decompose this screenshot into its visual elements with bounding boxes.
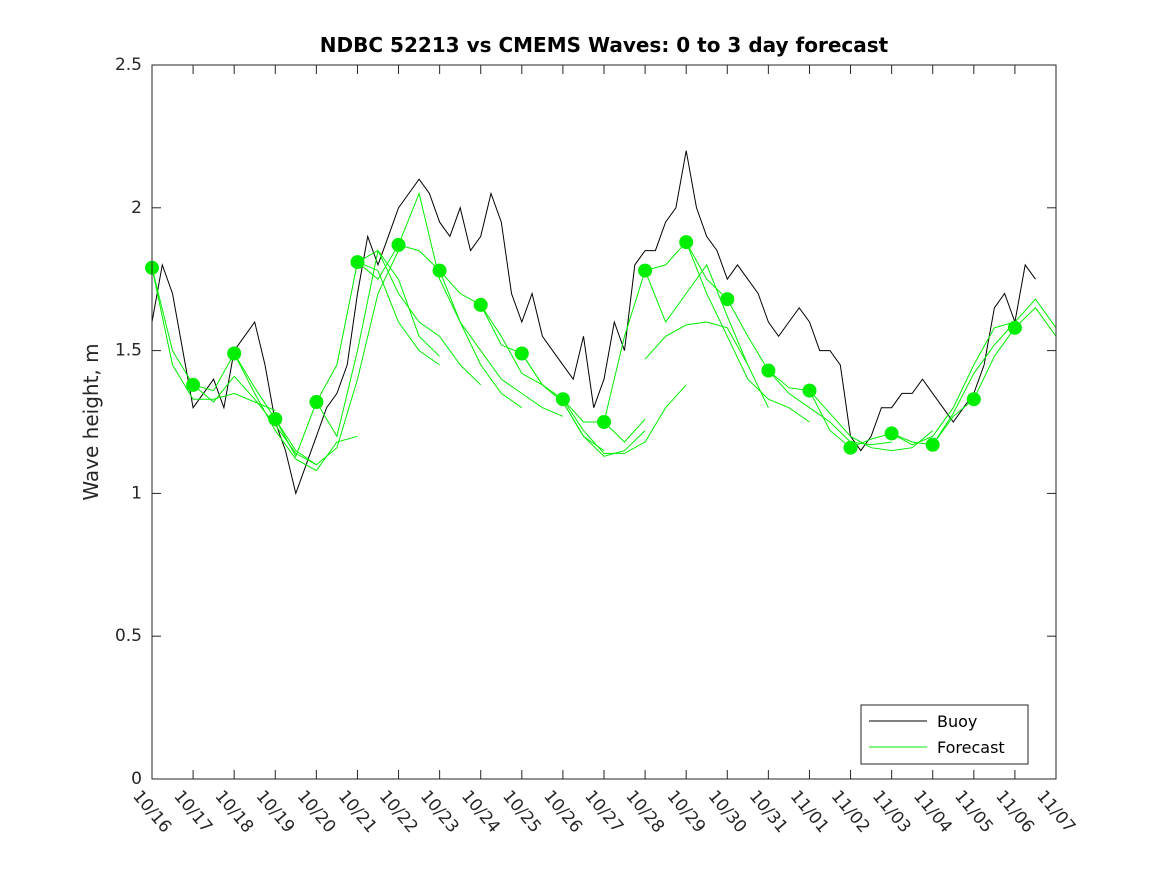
legend-label-buoy: Buoy <box>937 712 977 731</box>
y-tick-label: 2.5 <box>115 55 142 75</box>
forecast-start-marker <box>720 292 735 307</box>
y-tick-label: 0.5 <box>115 626 142 646</box>
forecast-start-marker <box>186 377 201 392</box>
y-tick-label: 2 <box>131 198 142 218</box>
series-layer <box>151 150 1057 496</box>
forecast-start-marker <box>555 392 570 407</box>
forecast-start-marker <box>268 412 283 427</box>
forecast-series-line-13 <box>562 384 687 454</box>
forecast-series-line-5 <box>274 250 399 466</box>
forecast-start-marker <box>227 346 242 361</box>
y-tick-label: 1.5 <box>115 341 142 361</box>
forecast-start-marker <box>966 392 981 407</box>
forecast-start-marker <box>432 263 447 278</box>
legend-label-forecast: Forecast <box>937 738 1005 757</box>
forecast-start-marker <box>638 263 653 278</box>
forecast-series-line-20 <box>891 321 1016 446</box>
forecast-start-marker <box>761 363 776 378</box>
forecast-series-line-16 <box>685 241 810 423</box>
forecast-start-marker <box>679 235 694 250</box>
chart-title: NDBC 52213 vs CMEMS Waves: 0 to 3 day fo… <box>320 33 889 57</box>
buoy-series-line <box>151 150 1036 496</box>
y-tick-label: 1 <box>131 483 142 503</box>
forecast-series-line-18 <box>768 370 892 446</box>
forecast-start-marker <box>473 297 488 312</box>
forecast-start-marker <box>350 255 365 270</box>
forecast-start-marker <box>884 426 899 441</box>
legend-box <box>860 704 1029 765</box>
marker-layer <box>145 235 1022 455</box>
forecast-start-marker <box>391 237 406 252</box>
forecast-series-line-19 <box>809 390 934 452</box>
forecast-start-marker <box>514 346 529 361</box>
forecast-series-line-17 <box>644 321 749 366</box>
forecast-series-line-12 <box>521 353 646 457</box>
legend: Buoy Forecast <box>860 704 1029 765</box>
forecast-start-marker <box>1007 320 1022 335</box>
y-tick-label: 0 <box>131 769 142 789</box>
forecast-series-line-3 <box>192 375 317 466</box>
forecast-series-line-7 <box>357 261 440 366</box>
forecast-series-line-8 <box>357 249 482 386</box>
forecast-start-marker <box>802 383 817 398</box>
forecast-start-marker <box>843 440 858 455</box>
forecast-start-marker <box>925 437 940 452</box>
forecast-series-line-10 <box>439 270 564 417</box>
forecast-series-line-2 <box>151 267 276 412</box>
forecast-start-marker <box>309 395 324 409</box>
forecast-start-marker <box>597 415 611 429</box>
forecast-series-line-21 <box>932 298 1057 446</box>
forecast-series-line-14 <box>603 418 646 443</box>
forecast-series-line-4 <box>233 353 358 472</box>
y-axis-label: Wave height, m <box>79 343 103 500</box>
